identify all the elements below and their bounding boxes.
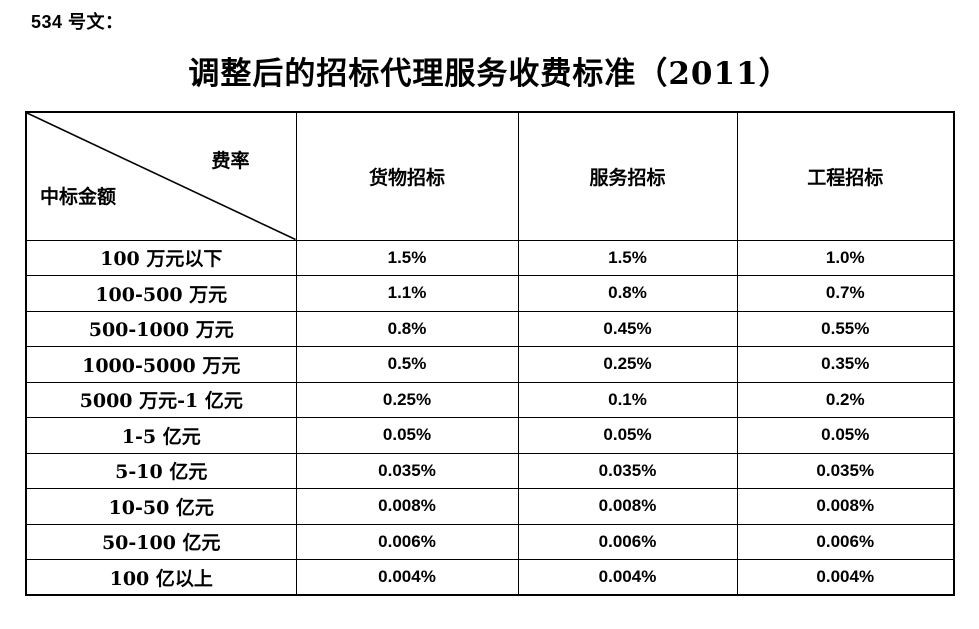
table-row: 100-500 万元 1.1% 0.8% 0.7% — [25, 275, 955, 312]
fee-cell-goods: 1.1% — [295, 275, 519, 312]
table-row: 5000 万元-1 亿元 0.25% 0.1% 0.2% — [25, 381, 955, 418]
table-row: 100 亿以上 0.004% 0.004% 0.004% — [25, 559, 955, 596]
doc-number-label: 534 号文： — [31, 12, 124, 32]
fee-table: 费率 中标金额 货物招标 服务招标 工程招标 100 万元以下 1.5% 1.5… — [25, 111, 955, 596]
column-header-goods: 货物招标 — [295, 111, 519, 241]
fee-cell-goods: 0.035% — [295, 452, 519, 489]
fee-cell-goods: 0.8% — [295, 310, 519, 347]
fee-cell-engineering: 0.05% — [736, 417, 955, 454]
fee-cell-engineering: 1.0% — [736, 239, 955, 276]
fee-cell-goods: 1.5% — [295, 239, 519, 276]
fee-cell-engineering: 0.2% — [736, 381, 955, 418]
page-title: 调整后的招标代理服务收费标准（2011） — [188, 56, 791, 92]
fee-cell-goods: 0.5% — [295, 346, 519, 383]
table-row: 1-5 亿元 0.05% 0.05% 0.05% — [25, 417, 955, 454]
fee-cell-services: 0.008% — [517, 488, 738, 525]
row-label: 5000 万元-1 亿元 — [25, 381, 297, 418]
fee-cell-goods: 0.004% — [295, 559, 519, 596]
table-body: 100 万元以下 1.5% 1.5% 1.0% 100-500 万元 1.1% … — [25, 239, 955, 596]
column-header-services: 服务招标 — [517, 111, 738, 241]
fee-cell-services: 0.45% — [517, 310, 738, 347]
fee-cell-services: 0.035% — [517, 452, 738, 489]
fee-cell-services: 1.5% — [517, 239, 738, 276]
fee-cell-services: 0.004% — [517, 559, 738, 596]
row-label: 1-5 亿元 — [25, 417, 297, 454]
fee-cell-services: 0.006% — [517, 523, 738, 560]
row-label: 1000-5000 万元 — [25, 346, 297, 383]
header-row: 费率 中标金额 货物招标 服务招标 工程招标 — [25, 111, 955, 241]
row-label: 100 万元以下 — [25, 239, 297, 276]
fee-cell-engineering: 0.035% — [736, 452, 955, 489]
row-label: 5-10 亿元 — [25, 452, 297, 489]
table-row: 500-1000 万元 0.8% 0.45% 0.55% — [25, 310, 955, 347]
fee-cell-engineering: 0.35% — [736, 346, 955, 383]
column-header-engineering: 工程招标 — [736, 111, 955, 241]
table-row: 50-100 亿元 0.006% 0.006% 0.006% — [25, 523, 955, 560]
fee-cell-engineering: 0.7% — [736, 275, 955, 312]
fee-cell-goods: 0.008% — [295, 488, 519, 525]
fee-cell-services: 0.25% — [517, 346, 738, 383]
fee-cell-engineering: 0.008% — [736, 488, 955, 525]
corner-cell: 费率 中标金额 — [25, 111, 297, 241]
fee-cell-services: 0.8% — [517, 275, 738, 312]
fee-cell-services: 0.05% — [517, 417, 738, 454]
row-label: 100-500 万元 — [25, 275, 297, 312]
corner-label-amount: 中标金额 — [40, 185, 117, 208]
table-row: 100 万元以下 1.5% 1.5% 1.0% — [25, 239, 955, 276]
table-row: 10-50 亿元 0.008% 0.008% 0.008% — [25, 488, 955, 525]
table-row: 5-10 亿元 0.035% 0.035% 0.035% — [25, 452, 955, 489]
fee-cell-goods: 0.05% — [295, 417, 519, 454]
fee-cell-services: 0.1% — [517, 381, 738, 418]
fee-cell-goods: 0.25% — [295, 381, 519, 418]
table-row: 1000-5000 万元 0.5% 0.25% 0.35% — [25, 346, 955, 383]
fee-cell-engineering: 0.55% — [736, 310, 955, 347]
row-label: 500-1000 万元 — [25, 310, 297, 347]
corner-label-rate: 费率 — [211, 150, 250, 172]
row-label: 10-50 亿元 — [25, 488, 297, 525]
fee-cell-engineering: 0.006% — [736, 523, 955, 560]
fee-cell-goods: 0.006% — [295, 523, 519, 560]
row-label: 100 亿以上 — [25, 559, 297, 596]
fee-cell-engineering: 0.004% — [736, 559, 955, 596]
diagonal-line — [27, 113, 296, 240]
row-label: 50-100 亿元 — [25, 523, 297, 560]
